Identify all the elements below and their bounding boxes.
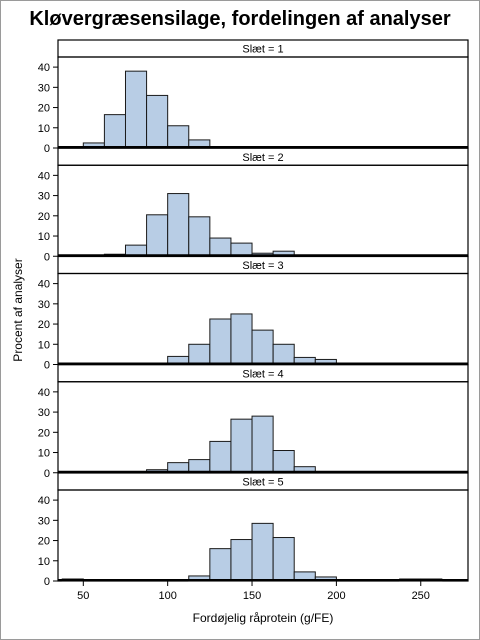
histogram-bar	[230, 418, 253, 474]
histogram-bar	[167, 125, 190, 149]
y-tick-label: 20	[38, 211, 50, 223]
x-axis-label: Fordøjelig råprotein (g/FE)	[193, 611, 334, 625]
y-tick-label: 20	[38, 427, 50, 439]
x-tick-label: 200	[327, 590, 345, 602]
y-tick-label: 40	[38, 170, 50, 182]
histogram-bar	[103, 114, 126, 149]
y-tick-label: 30	[38, 191, 50, 203]
y-tick-label: 0	[44, 576, 50, 588]
histogram-bar	[251, 415, 274, 474]
y-tick-label: 30	[38, 299, 50, 311]
y-axis-label: Procent af analyser	[11, 258, 25, 361]
y-tick-label: 10	[38, 448, 50, 460]
y-tick-label: 20	[38, 103, 50, 115]
panel-strip-label: Slæt = 2	[242, 152, 283, 164]
histogram-bar	[209, 237, 232, 257]
y-tick-label: 0	[44, 251, 50, 263]
histogram-bar	[209, 440, 232, 474]
y-tick-label: 0	[44, 143, 50, 155]
x-tick-label: 150	[243, 590, 261, 602]
chart-title: Kløvergræsensilage, fordelingen af analy…	[29, 8, 451, 30]
histogram-bar	[188, 343, 211, 365]
y-tick-label: 40	[38, 279, 50, 291]
panel-strip-label: Slæt = 3	[242, 260, 283, 272]
y-tick-label: 40	[38, 495, 50, 507]
histogram-bar	[146, 214, 169, 257]
histogram-bar	[188, 216, 211, 257]
panel-strip-label: Slæt = 4	[242, 368, 283, 380]
panel-strip-label: Slæt = 1	[242, 44, 283, 56]
y-tick-label: 10	[38, 556, 50, 568]
histogram-bar	[146, 94, 169, 149]
histogram-bar	[230, 539, 253, 582]
histogram-bar	[272, 537, 295, 582]
y-tick-label: 40	[38, 387, 50, 399]
y-tick-label: 30	[38, 515, 50, 527]
histogram-bar	[124, 70, 148, 149]
y-tick-label: 20	[38, 319, 50, 331]
y-tick-label: 10	[38, 123, 50, 135]
x-tick-label: 50	[77, 590, 89, 602]
panel-plot-area	[57, 164, 469, 257]
histogram-bar	[209, 548, 232, 582]
y-tick-label: 10	[38, 231, 50, 243]
histogram-bar	[209, 318, 232, 365]
y-tick-label: 0	[44, 468, 50, 480]
y-tick-label: 30	[38, 407, 50, 419]
y-tick-label: 0	[44, 360, 50, 372]
histogram-bar	[251, 522, 274, 582]
histogram-bar	[272, 450, 295, 474]
y-tick-label: 40	[38, 62, 50, 74]
histogram-bar	[251, 329, 274, 365]
x-tick-label: 100	[158, 590, 176, 602]
histogram-bar	[230, 313, 253, 366]
x-tick-label: 250	[412, 590, 430, 602]
histogram-bar	[167, 193, 190, 257]
y-tick-label: 20	[38, 536, 50, 548]
y-tick-label: 10	[38, 339, 50, 351]
panel-strip-label: Slæt = 5	[242, 477, 283, 489]
y-tick-label: 30	[38, 82, 50, 94]
histogram-bar	[272, 343, 295, 365]
